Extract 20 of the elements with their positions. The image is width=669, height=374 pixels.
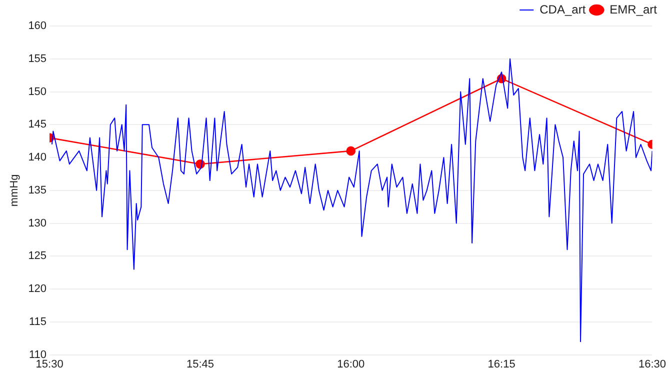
point: [346, 146, 356, 156]
y-tick-label: 150: [28, 86, 47, 98]
y-tick-label: 145: [28, 118, 47, 131]
y-tick-label: 130: [28, 217, 47, 230]
y-axis-title: mmHg: [8, 174, 21, 207]
y-tick-label: 120: [28, 283, 47, 296]
legend-label: CDA_art: [540, 2, 586, 16]
y-tick-label: 125: [28, 250, 47, 262]
x-tick-label: 15:30: [36, 358, 64, 370]
x-tick-label: 16:30: [638, 358, 666, 370]
y-tick-label: 160: [28, 20, 47, 32]
x-tick-label: 15:45: [186, 358, 214, 370]
y-tick-label: 135: [28, 184, 47, 196]
y-tick-label: 140: [28, 152, 47, 164]
legend-label: EMR_art: [610, 2, 658, 16]
x-tick-label: 16:15: [488, 358, 516, 370]
y-tick-label: 155: [28, 52, 47, 65]
x-tick-label: 16:00: [337, 358, 365, 370]
y-tick-label: 115: [29, 316, 47, 328]
y-tick-label: 110: [29, 348, 47, 361]
